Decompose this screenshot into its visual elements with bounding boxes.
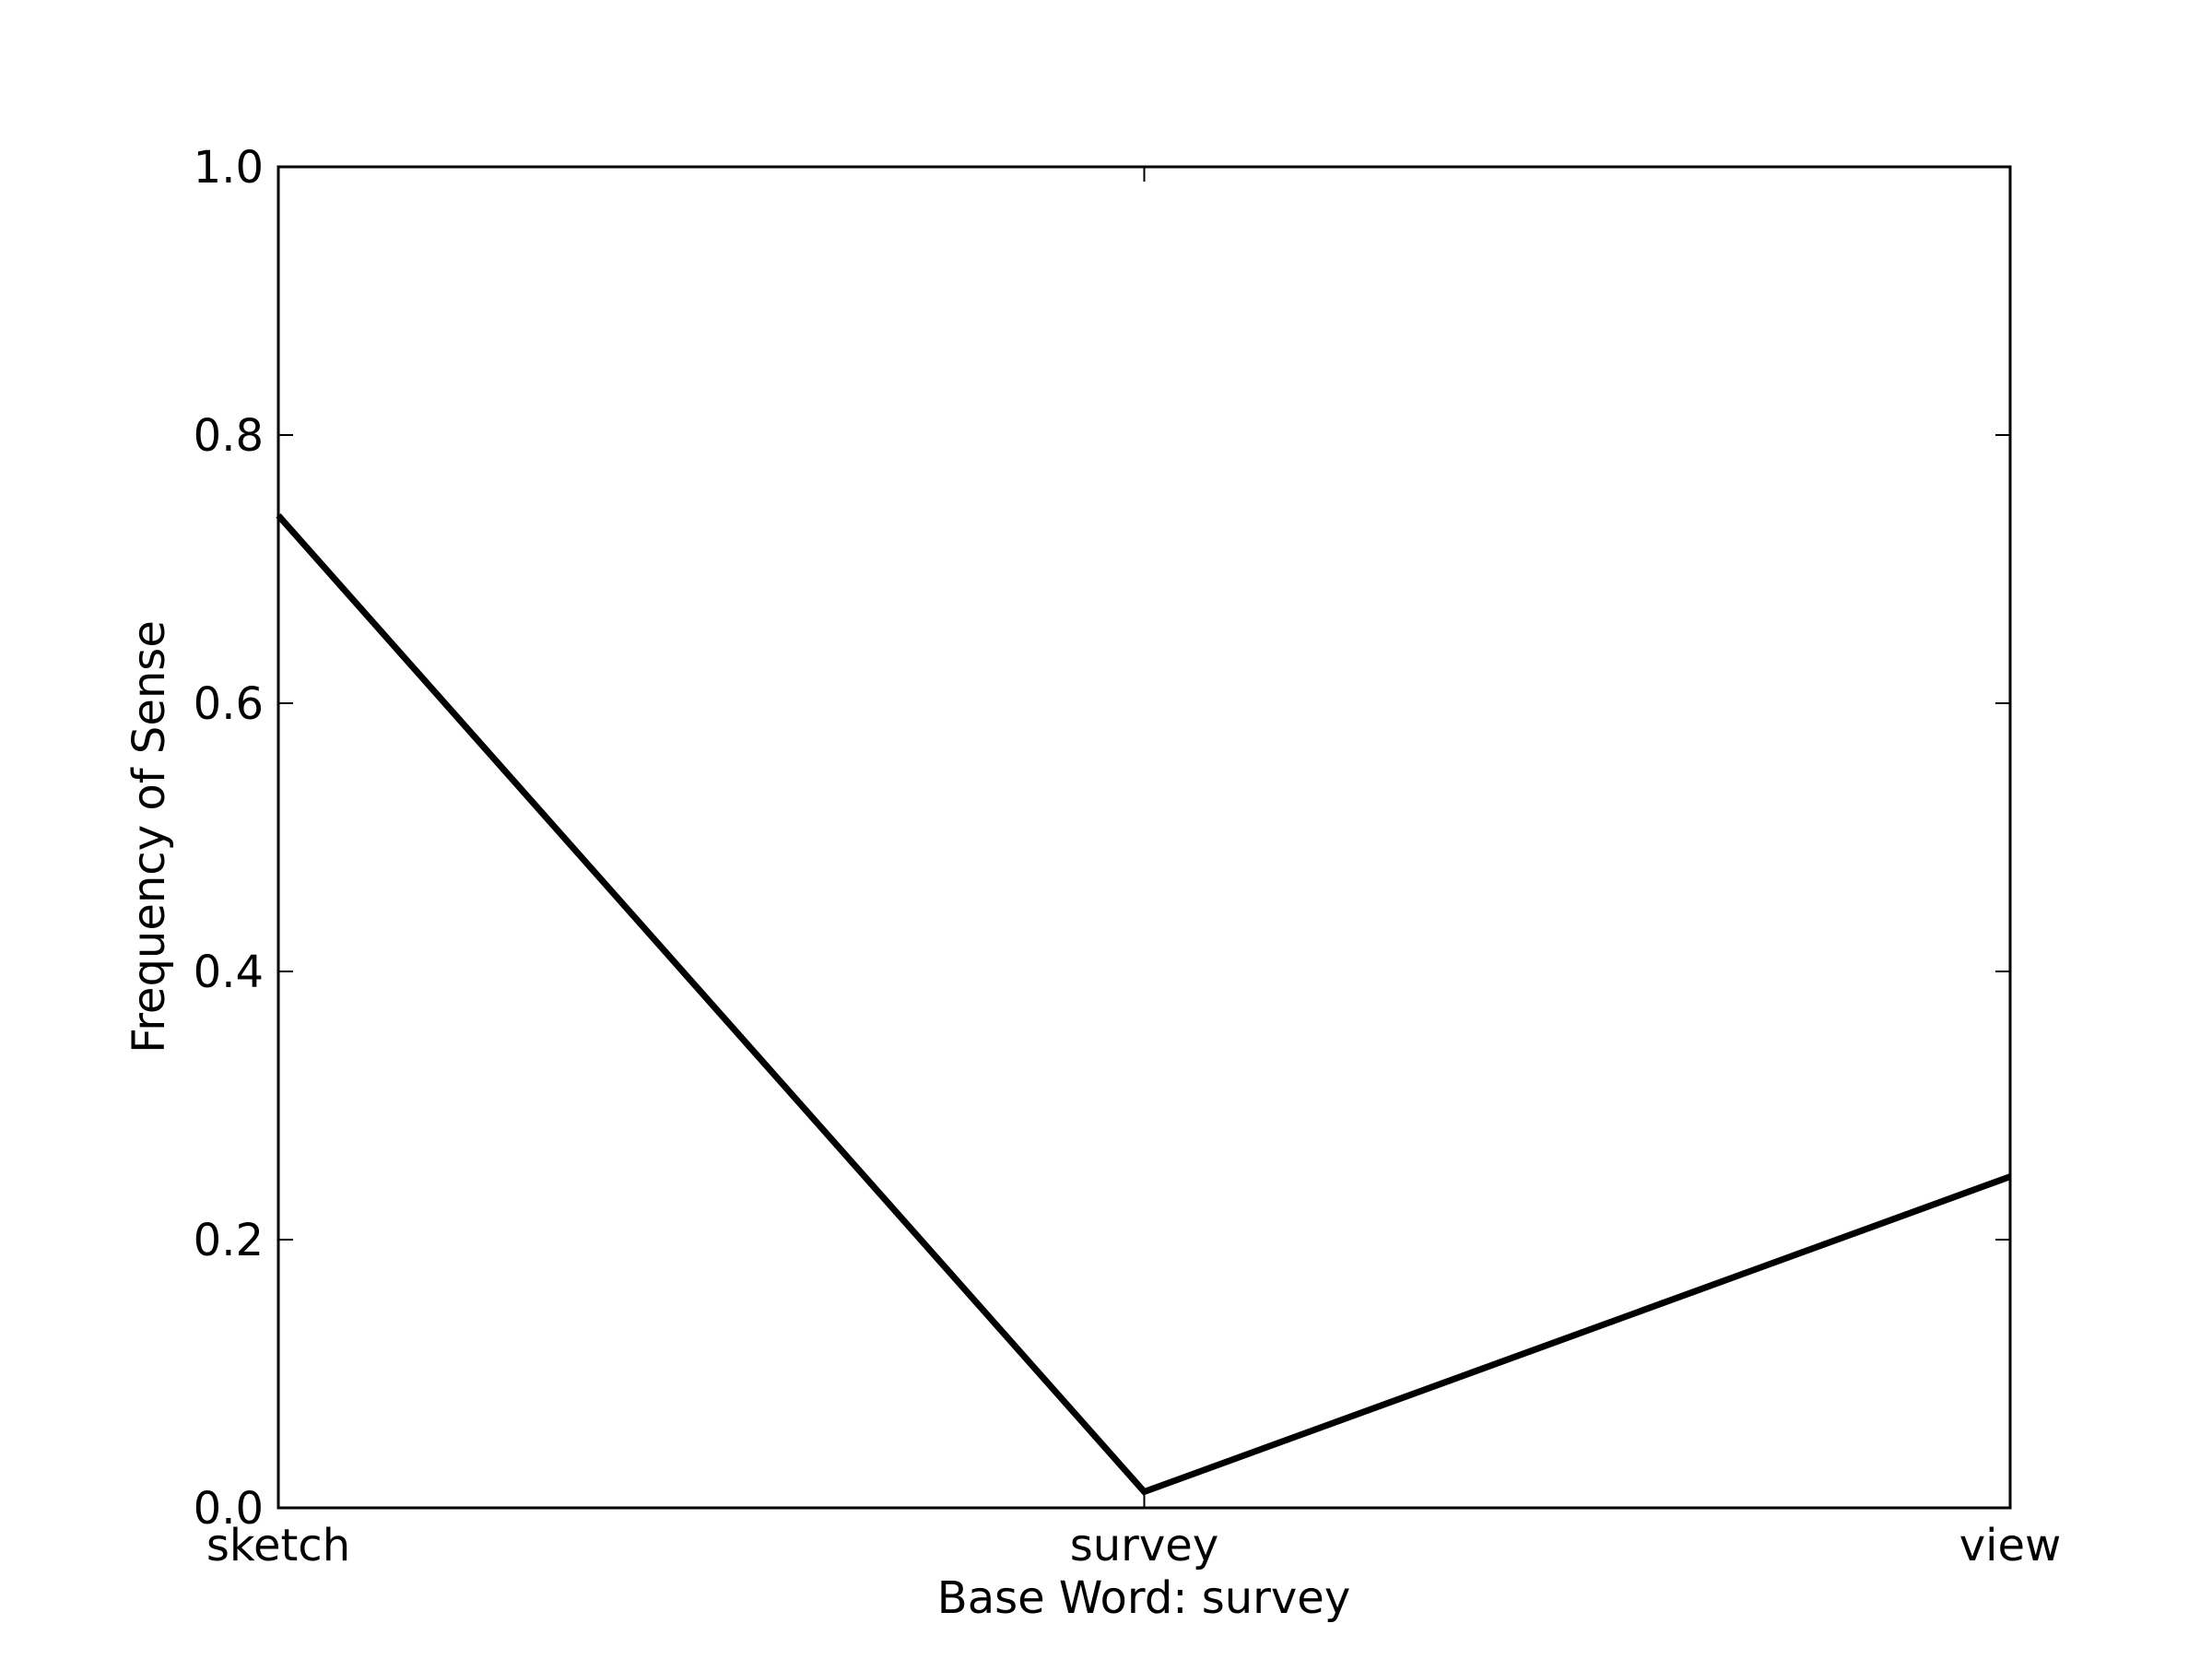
x-category-label: survey	[1070, 1520, 1219, 1571]
series-line	[276, 512, 2012, 1496]
y-axis-label: Frequency of Sense	[124, 620, 175, 1053]
x-axis-ticks: sketch survey view	[206, 167, 2061, 1571]
plot-area	[278, 167, 2010, 1508]
x-category-label: sketch	[206, 1520, 350, 1571]
y-tick-label: 0.8	[194, 410, 264, 462]
y-tick-label: 0.0	[194, 1483, 264, 1535]
x-axis-label: Base Word: survey	[937, 1572, 1350, 1624]
y-axis-ticks: 0.0 0.2 0.4 0.6 0.8 1.0	[194, 142, 2010, 1535]
y-tick-label: 1.0	[194, 142, 264, 194]
y-tick-label: 0.4	[194, 947, 264, 998]
y-tick-label: 0.6	[194, 678, 264, 730]
y-tick-label: 0.2	[194, 1215, 264, 1266]
x-category-label: view	[1959, 1520, 2062, 1571]
plot-frame	[276, 165, 2012, 1510]
